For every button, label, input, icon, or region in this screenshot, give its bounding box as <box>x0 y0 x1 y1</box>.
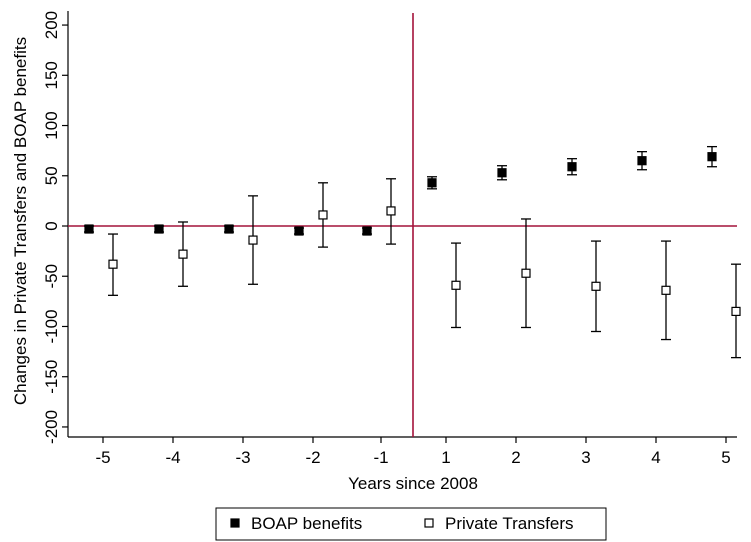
x-axis-title: Years since 2008 <box>348 474 478 493</box>
x-tick-label: -3 <box>235 448 250 467</box>
data-point-hollow-square <box>248 235 258 245</box>
x-tick-label: -2 <box>305 448 320 467</box>
x-tick-label: 5 <box>721 448 730 467</box>
data-point-filled-square <box>567 162 577 172</box>
data-point-hollow-square <box>318 210 328 220</box>
y-tick-label: 150 <box>42 61 61 89</box>
x-tick-label: 2 <box>511 448 520 467</box>
y-tick-label: 0 <box>42 221 61 230</box>
data-point-filled-square <box>707 152 717 162</box>
data-point-filled-square <box>224 224 234 234</box>
data-point-filled-square <box>637 156 647 166</box>
data-point-filled-square <box>294 226 304 236</box>
data-point-hollow-square <box>661 285 671 295</box>
x-tick-label: 1 <box>441 448 450 467</box>
y-axis-title: Changes in Private Transfers and BOAP be… <box>11 37 30 405</box>
data-point-hollow-square <box>591 281 601 291</box>
legend-marker <box>230 518 240 528</box>
y-tick-label: -50 <box>42 264 61 289</box>
x-tick-label: -4 <box>165 448 180 467</box>
y-tick-label: 100 <box>42 111 61 139</box>
data-point-filled-square <box>427 178 437 188</box>
data-point-filled-square <box>362 226 372 236</box>
y-tick-label: -200 <box>42 410 61 444</box>
x-axis: -5 -4 -3 -2 -1 1 2 3 4 5 <box>95 437 731 467</box>
x-tick-label: -1 <box>373 448 388 467</box>
y-axis: -200 -150 -100 -50 0 50 100 150 200 <box>42 11 68 444</box>
data-marks <box>84 145 741 359</box>
data-point-hollow-square <box>731 306 741 317</box>
y-tick-label: 50 <box>42 166 61 185</box>
series-private-transfers <box>108 178 741 359</box>
legend-label: BOAP benefits <box>251 514 362 533</box>
x-tick-label: -5 <box>95 448 110 467</box>
legend-box <box>215 507 607 541</box>
data-point-filled-square <box>497 168 507 178</box>
y-tick-label: 200 <box>42 11 61 39</box>
data-point-hollow-square <box>386 206 396 216</box>
x-tick-label: 4 <box>651 448 660 467</box>
data-point-filled-square <box>84 224 94 234</box>
data-point-hollow-square <box>521 268 531 278</box>
series-boap-benefits <box>84 145 717 236</box>
data-point-hollow-square <box>451 280 461 290</box>
x-tick-label: 3 <box>581 448 590 467</box>
data-point-hollow-square <box>108 259 118 269</box>
legend: BOAP benefits Private Transfers <box>215 507 607 541</box>
reference-lines <box>68 13 737 437</box>
y-tick-label: -150 <box>42 360 61 394</box>
legend-marker <box>424 518 434 528</box>
legend-label: Private Transfers <box>445 514 574 533</box>
data-point-hollow-square <box>178 249 188 259</box>
plot-frame <box>67 11 737 438</box>
data-point-filled-square <box>154 224 164 234</box>
y-tick-label: -100 <box>42 309 61 343</box>
